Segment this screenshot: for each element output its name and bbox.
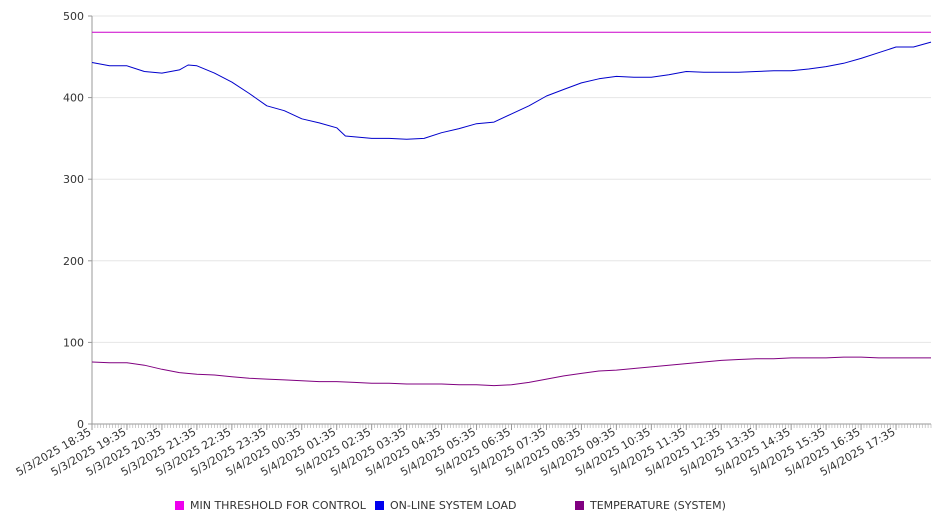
y-axis: 0 100 200 300 400 500 bbox=[63, 10, 93, 431]
legend-item-min-threshold[interactable]: MIN THRESHOLD FOR CONTROL bbox=[175, 499, 366, 512]
series-lines bbox=[91, 31, 932, 387]
series-line-temperature bbox=[91, 356, 931, 387]
legend-label-min-threshold: MIN THRESHOLD FOR CONTROL bbox=[190, 499, 366, 512]
legend-swatch-min-threshold bbox=[175, 501, 184, 510]
y-tick-label: 200 bbox=[63, 255, 84, 268]
x-axis: 5/3/2025 18:355/3/2025 19:355/3/2025 20:… bbox=[14, 423, 932, 479]
y-tick-label: 100 bbox=[63, 336, 84, 349]
legend-swatch-online-system-load bbox=[375, 501, 384, 510]
gridlines bbox=[92, 15, 931, 343]
legend-label-temperature: TEMPERATURE (SYSTEM) bbox=[590, 499, 726, 512]
legend-swatch-temperature bbox=[575, 501, 584, 510]
series-line-online-system-load bbox=[91, 41, 932, 140]
legend-label-online-system-load: ON-LINE SYSTEM LOAD bbox=[390, 499, 517, 512]
y-tick-label: 400 bbox=[63, 92, 84, 105]
y-tick-label: 500 bbox=[63, 10, 84, 23]
legend-item-temperature[interactable]: TEMPERATURE (SYSTEM) bbox=[575, 499, 726, 512]
legend-item-online-system-load[interactable]: ON-LINE SYSTEM LOAD bbox=[375, 499, 516, 512]
y-tick-label: 300 bbox=[63, 173, 84, 186]
y-tick-label: 0 bbox=[77, 418, 84, 431]
legend: MIN THRESHOLD FOR CONTROL ON-LINE SYSTEM… bbox=[0, 499, 946, 515]
